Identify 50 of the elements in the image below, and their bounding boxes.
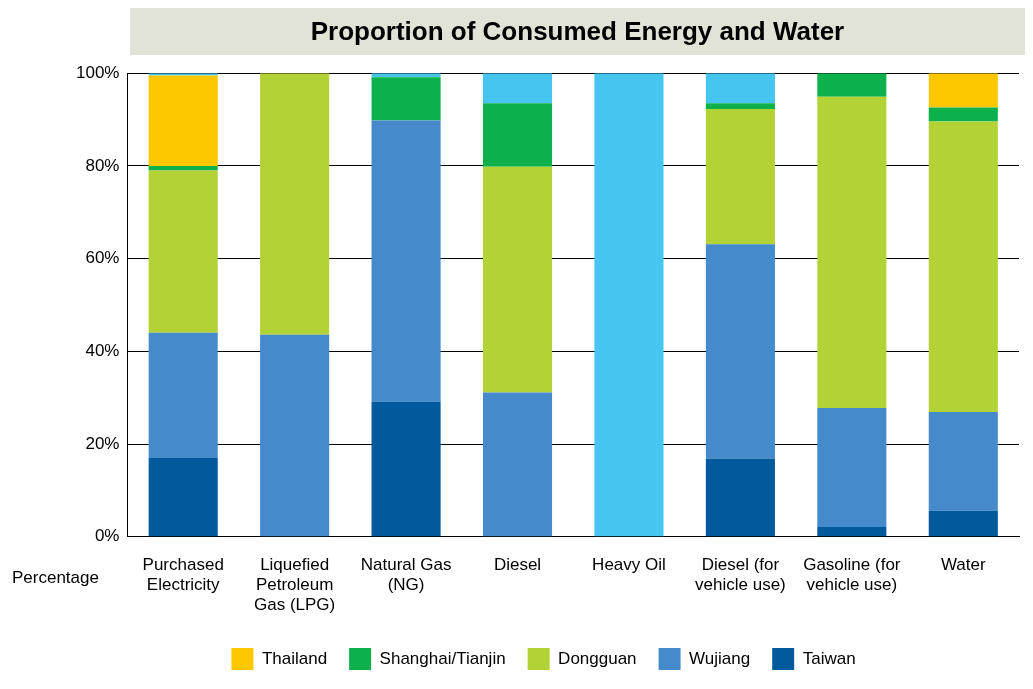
x-axis-title: Percentage [12,568,99,588]
bar [594,73,664,537]
bar [928,510,998,537]
bar [705,458,775,537]
bar [148,457,218,537]
bar [817,407,887,528]
bar [482,392,553,537]
y-tick-label: 0% [94,526,120,546]
bar [148,165,218,171]
bar [705,244,775,459]
legend-label: Dongguan [558,648,637,668]
x-tick-label: Diesel [493,554,542,574]
bar [705,108,775,245]
bar [817,527,887,537]
legend-label: Shanghai/Tianjin [379,648,506,668]
y-tick-label: 20% [85,433,120,453]
bar [705,73,775,104]
x-tick-label: Natural Gas (NG) [360,554,452,595]
bar [371,120,441,402]
bar [482,166,553,393]
bar [260,73,330,335]
bar [705,103,775,109]
x-tick-label: Heavy Oil [592,554,666,574]
bar [371,401,441,537]
bar [928,107,998,122]
x-tick-label: Diesel (for vehicle use) [695,554,786,595]
bar [148,75,218,166]
bar [148,170,218,333]
y-tick-label: 80% [85,155,120,175]
legend-label: Wujiang [689,648,751,668]
bar [928,73,998,108]
x-tick-label: Liquefied Petroleum Gas (LPG) [254,554,336,615]
bar [817,96,887,408]
bar [928,121,998,413]
y-tick-label: 100% [76,62,120,82]
legend-label: Taiwan [802,648,856,668]
bar [371,77,441,121]
bar [148,332,218,458]
bar [817,73,887,97]
y-tick-label: 60% [85,248,120,268]
bar [482,103,553,167]
bar [482,73,553,104]
y-tick-label: 40% [85,341,120,361]
bar [928,412,998,511]
x-tick-label: Gasoline (for vehicle use) [803,554,901,595]
chart-title: Proportion of Consumed Energy and Water [130,8,1025,55]
legend-label: Thailand [261,648,328,668]
x-tick-label: Purchased Electricity [142,554,224,595]
bar [260,334,330,537]
x-tick-label: Water [940,554,986,574]
